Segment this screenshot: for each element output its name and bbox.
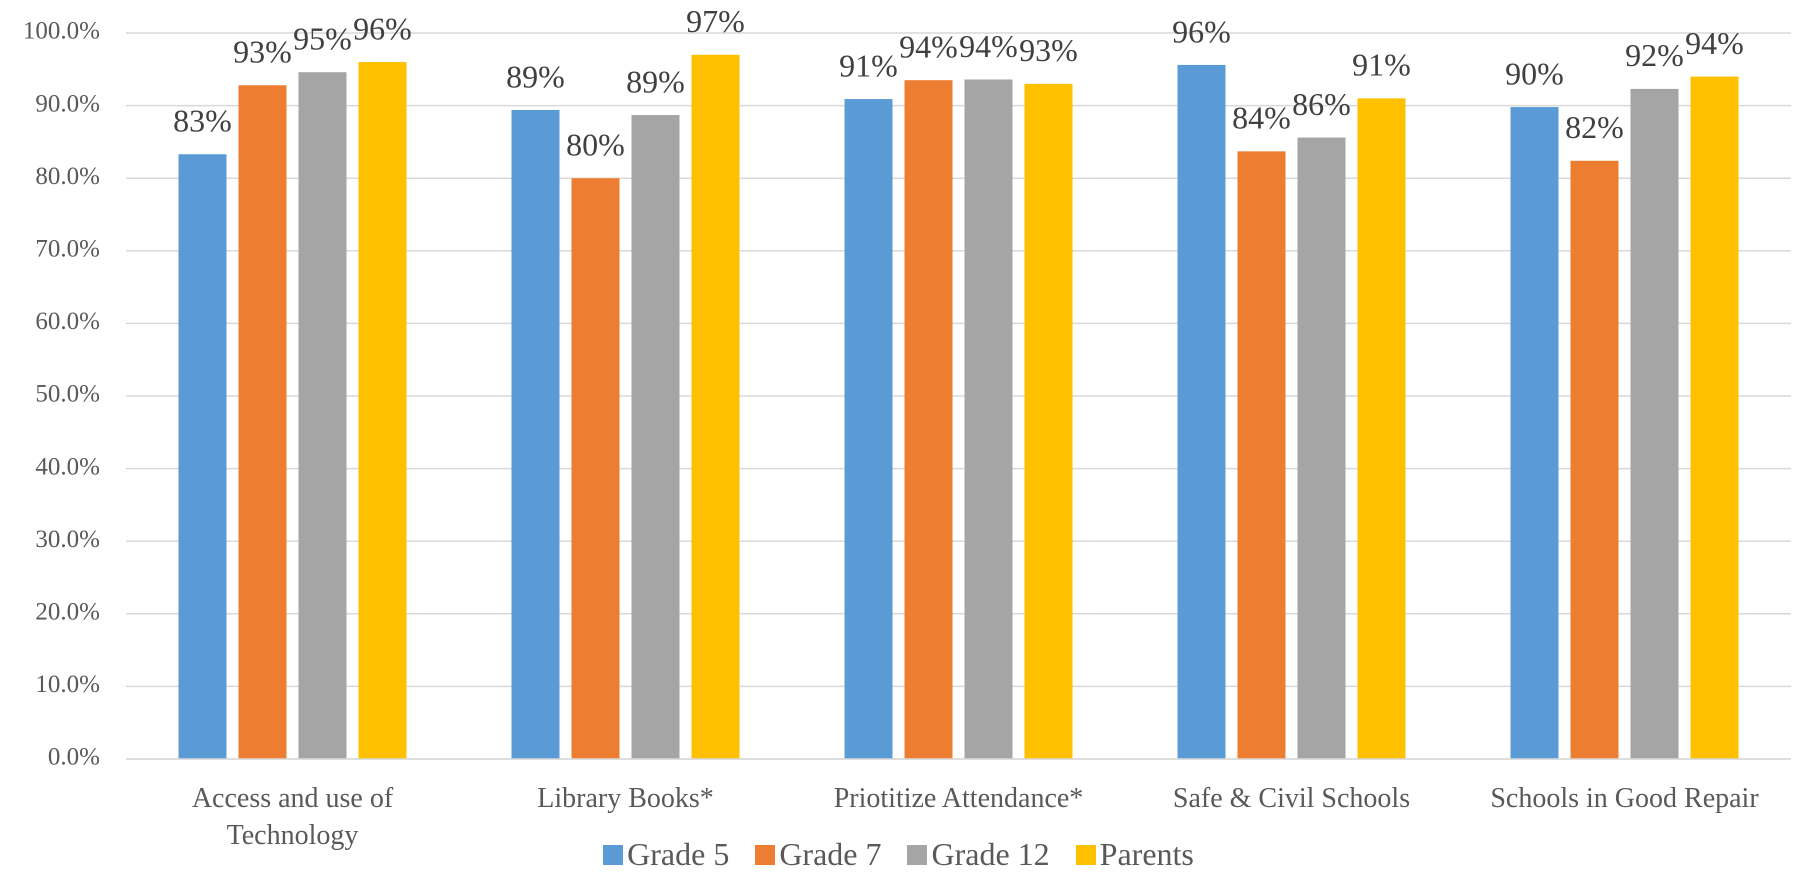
x-tick-label: Access and use of Technology (191, 783, 394, 851)
x-tick-label: Schools in Good Repair (1490, 783, 1759, 814)
legend-label: Grade 5 (627, 836, 730, 872)
data-label: 94% (1685, 25, 1744, 61)
y-tick-label: 70.0% (35, 236, 100, 263)
y-tick-label: 90.0% (35, 90, 100, 117)
y-tick-label: 60.0% (35, 308, 100, 335)
data-label: 84% (1232, 100, 1291, 136)
bar (844, 99, 893, 760)
legend-swatch (1075, 844, 1096, 865)
bar (238, 85, 287, 760)
data-label: 97% (686, 3, 745, 39)
data-label: 82% (1565, 109, 1624, 145)
bar (1177, 64, 1226, 760)
bar (571, 178, 620, 759)
legend-item: Grade 5 (603, 836, 729, 873)
bar (1024, 83, 1073, 759)
data-label: 93% (1019, 32, 1078, 68)
data-label: 95% (293, 21, 352, 57)
y-tick-label: 80.0% (35, 163, 100, 190)
legend-item: Grade 7 (755, 836, 881, 873)
bar (631, 115, 680, 759)
bar (1237, 151, 1286, 759)
bar (358, 62, 407, 760)
bar (1357, 98, 1406, 760)
y-tick-label: 50.0% (35, 381, 100, 408)
data-label: 89% (506, 58, 565, 94)
data-label: 96% (1172, 13, 1231, 49)
bar (1690, 76, 1739, 759)
bar (904, 80, 953, 759)
data-label: 80% (566, 127, 625, 163)
legend-label: Parents (1099, 836, 1194, 872)
data-label: 93% (233, 34, 292, 70)
legend-swatch (907, 844, 928, 865)
legend-item: Grade 12 (907, 836, 1050, 873)
data-label: 94% (959, 28, 1018, 64)
bar (691, 54, 740, 759)
data-label: 91% (839, 47, 898, 83)
y-tick-label: 0.0% (48, 744, 100, 771)
legend: Grade 5 Grade 7 Grade 12 Parents (0, 836, 1797, 873)
legend-item: Parents (1075, 836, 1194, 873)
data-label: 96% (353, 10, 412, 46)
data-label: 90% (1505, 55, 1564, 91)
data-label: 92% (1625, 37, 1684, 73)
data-label: 91% (1352, 47, 1411, 83)
x-tick-label: Safe & Civil Schools (1172, 783, 1411, 814)
y-tick-label: 20.0% (35, 599, 100, 626)
y-tick-label: 40.0% (35, 453, 100, 480)
bar (1510, 107, 1559, 759)
y-tick-label: 100.0% (23, 18, 100, 45)
bar (298, 72, 347, 760)
data-label: 94% (899, 29, 958, 65)
legend-label: Grade 7 (779, 836, 882, 872)
data-label: 89% (626, 63, 685, 99)
y-tick-label: 10.0% (35, 671, 100, 698)
x-tick-label: Priotitize Attendance* (833, 783, 1084, 814)
bar (178, 154, 227, 759)
bar (1630, 88, 1679, 760)
data-label: 86% (1292, 86, 1351, 122)
x-tick-label: Library Books* (537, 783, 714, 814)
bar (964, 79, 1013, 760)
legend-swatch (603, 844, 624, 865)
bar (511, 109, 560, 760)
legend-swatch (755, 844, 776, 865)
bar (1297, 137, 1346, 759)
data-label: 83% (173, 103, 232, 139)
bar (1570, 160, 1619, 759)
legend-label: Grade 12 (931, 836, 1050, 872)
y-tick-label: 30.0% (35, 526, 100, 553)
